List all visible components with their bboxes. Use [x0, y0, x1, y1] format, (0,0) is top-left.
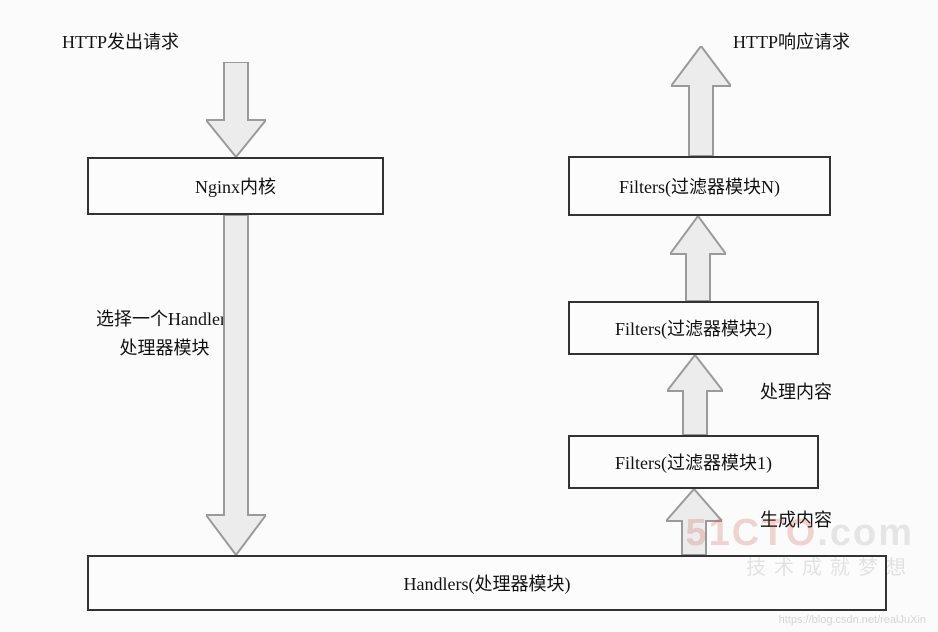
label-process-content: 处理内容: [760, 378, 832, 404]
box-filter-2-label: Filters(过滤器模块2): [615, 315, 772, 341]
watermark-sub: 技术成就梦想: [686, 551, 915, 580]
box-handlers-label: Handlers(处理器模块): [404, 570, 571, 596]
watermark-url: https://blog.csdn.net/realJuXin: [779, 614, 926, 626]
arrow-filterN-to-response: [671, 46, 731, 156]
box-filter-n: Filters(过滤器模块N): [568, 156, 831, 216]
box-filter-1-label: Filters(过滤器模块1): [615, 449, 772, 475]
arrow-req-to-nginx: [206, 62, 266, 157]
arrow-nginx-to-handlers: [206, 215, 266, 555]
arrow-filter2-to-filterN: [670, 216, 726, 301]
label-select-handler-line2: 处理器模块: [119, 338, 209, 358]
box-filter-n-label: Filters(过滤器模块N): [619, 173, 780, 199]
watermark-main: 51CTO: [686, 512, 818, 554]
box-filter-2: Filters(过滤器模块2): [568, 301, 819, 355]
watermark-dot: .com: [817, 512, 914, 554]
label-http-request: HTTP发出请求: [62, 28, 179, 54]
arrow-filter1-to-filter2: [667, 355, 723, 435]
label-http-response: HTTP响应请求: [733, 28, 850, 54]
watermark-51cto: 51CTO.com 技术成就梦想: [686, 512, 915, 580]
box-nginx-kernel: Nginx内核: [87, 157, 384, 215]
box-filter-1: Filters(过滤器模块1): [568, 435, 819, 489]
box-nginx-kernel-label: Nginx内核: [195, 173, 276, 199]
